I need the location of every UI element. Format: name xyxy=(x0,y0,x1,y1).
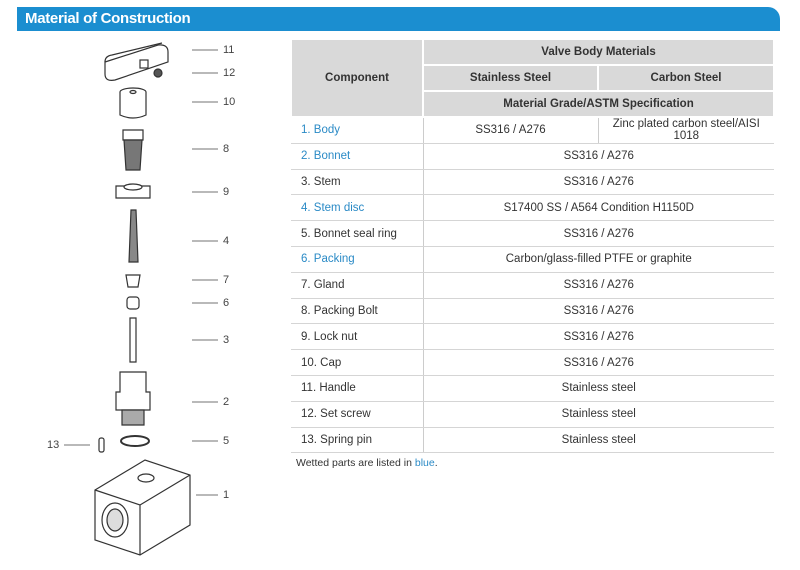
callout-11: 11 xyxy=(223,44,235,56)
stem-disc-part xyxy=(128,209,139,263)
table-row: 1. Body SS316 / A276 Zinc plated carbon st… xyxy=(291,117,775,144)
callout-3: 3 xyxy=(223,334,230,346)
material-cell: Stainless steel xyxy=(423,401,775,428)
stainless-cell: SS316 / A276 xyxy=(423,117,599,144)
table-row: 12. Set screw Stainless steel xyxy=(291,401,775,428)
callout-5: 5 xyxy=(223,435,230,447)
header-carbon-steel: Carbon Steel xyxy=(596,64,776,92)
component-cell: 9. Lock nut xyxy=(291,323,424,351)
component-cell: 7. Gland xyxy=(291,272,424,299)
wetted-parts-note: Wetted parts are listed in blue. xyxy=(296,457,438,469)
section-title-bar: Material of Construction xyxy=(17,7,780,31)
callout-10: 10 xyxy=(223,96,236,108)
carbon-cell: Zinc plated carbon steel/AISI 1018 xyxy=(598,117,775,144)
note-highlight: blue xyxy=(414,457,435,469)
header-component: Component xyxy=(290,38,424,118)
callout-6: 6 xyxy=(223,297,230,309)
callout-9: 9 xyxy=(223,186,230,198)
table-row: 2. Bonnet SS316 / A276 xyxy=(291,143,775,170)
material-cell: Carbon/glass-filled PTFE or graphite xyxy=(423,246,775,273)
component-cell: 13. Spring pin xyxy=(291,427,424,454)
spring-pin-part xyxy=(98,437,105,453)
handle-part xyxy=(104,42,169,81)
component-cell: 4. Stem disc xyxy=(291,194,424,222)
callout-13: 13 xyxy=(47,439,60,451)
packing-part xyxy=(126,296,140,310)
component-cell: 10. Cap xyxy=(291,349,424,376)
table-row: 4. Stem disc S17400 SS / A564 Condition H… xyxy=(291,194,775,222)
material-cell: SS316 / A276 xyxy=(423,349,775,376)
material-cell: SS316 / A276 xyxy=(423,169,775,196)
callout-7: 7 xyxy=(223,274,230,286)
note-text: Wetted parts are listed in xyxy=(296,457,415,469)
table-row: 7. Gland SS316 / A276 xyxy=(291,272,775,299)
material-cell: SS316 / A276 xyxy=(423,220,775,247)
callout-4: 4 xyxy=(223,235,230,247)
table-row: 11. Handle Stainless steel xyxy=(291,375,775,402)
materials-table: Component Valve Body Materials Stainless… xyxy=(290,38,776,454)
material-cell: Stainless steel xyxy=(423,375,775,402)
callout-2: 2 xyxy=(223,396,230,408)
component-cell: 5. Bonnet seal ring xyxy=(291,220,424,247)
table-row: 10. Cap SS316 / A276 xyxy=(291,349,775,376)
bonnet-part xyxy=(115,371,151,426)
header-valve-body-materials: Valve Body Materials xyxy=(421,38,776,66)
component-cell: 6. Packing xyxy=(291,246,424,273)
header-stainless-steel: Stainless Steel xyxy=(422,64,599,92)
table-row: 6. Packing Carbon/glass-filled PTFE or gr… xyxy=(291,246,775,273)
table-row: 5. Bonnet seal ring SS316 / A276 xyxy=(291,220,775,247)
table-row: 3. Stem SS316 / A276 xyxy=(291,169,775,196)
material-cell: SS316 / A276 xyxy=(423,272,775,299)
material-cell: SS316 / A276 xyxy=(423,143,775,170)
gland-part xyxy=(125,274,141,288)
material-cell: S17400 SS / A564 Condition H1150D xyxy=(423,194,775,222)
component-cell: 8. Packing Bolt xyxy=(291,298,424,325)
cap-part xyxy=(119,87,147,119)
component-cell: 11. Handle xyxy=(291,375,424,402)
set-screw-part xyxy=(153,68,163,78)
callout-8: 8 xyxy=(223,143,230,155)
callout-1: 1 xyxy=(223,489,230,501)
table-row: 9. Lock nut SS316 / A276 xyxy=(291,323,775,351)
header-material-grade: Material Grade/ASTM Specification xyxy=(421,90,776,118)
material-cell: Stainless steel xyxy=(423,427,775,454)
callout-12: 12 xyxy=(223,67,236,79)
component-cell: 2. Bonnet xyxy=(291,143,424,170)
table-row: 8. Packing Bolt SS316 / A276 xyxy=(291,298,775,325)
section-title: Material of Construction xyxy=(25,10,191,27)
packing-bolt-part xyxy=(122,129,144,171)
table-row: 13. Spring pin Stainless steel xyxy=(291,427,775,454)
lock-nut-part xyxy=(115,183,151,199)
component-cell: 3. Stem xyxy=(291,169,424,196)
material-cell: SS316 / A276 xyxy=(423,298,775,325)
material-cell: SS316 / A276 xyxy=(423,323,775,351)
component-cell: 1. Body xyxy=(291,117,424,144)
seal-ring-part xyxy=(120,435,150,447)
exploded-valve-diagram xyxy=(64,42,218,556)
component-cell: 12. Set screw xyxy=(291,401,424,428)
body-part xyxy=(94,459,191,556)
stem-part xyxy=(129,317,137,363)
note-suffix: . xyxy=(434,457,438,469)
